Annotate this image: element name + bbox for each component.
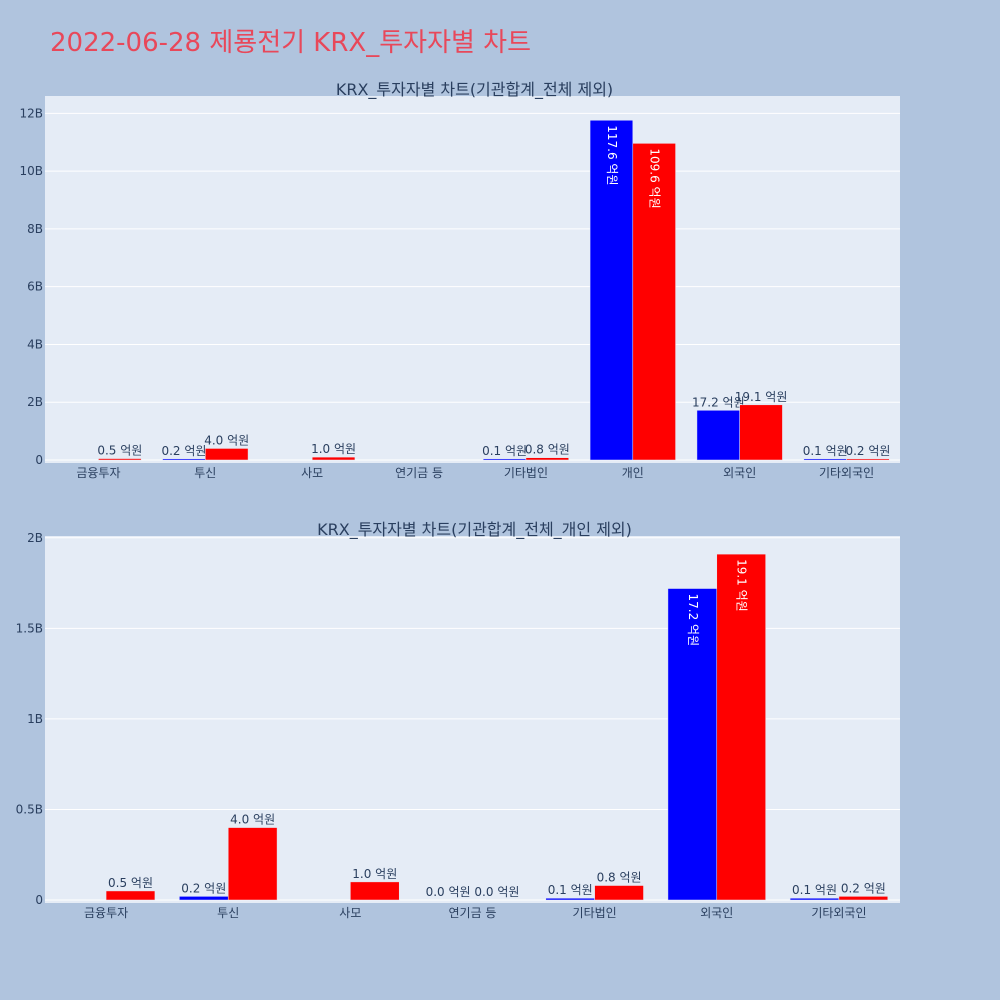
chart-title: KRX_투자자별 차트(기관합계_전체 제외) — [336, 80, 613, 100]
data-label: 17.2 억원 — [692, 395, 745, 409]
y-tick-label: 0.5B — [16, 802, 43, 816]
x-tick-label: 기타법인 — [504, 466, 548, 480]
x-tick-label: 투신 — [217, 906, 239, 920]
bar — [632, 143, 676, 461]
data-label: 0.2 억원 — [841, 881, 886, 895]
data-label: 19.1 억원 — [735, 390, 788, 404]
bar — [350, 881, 400, 901]
data-label: 19.1 억원 — [735, 559, 749, 612]
data-label: 0.1 억원 — [803, 444, 848, 458]
data-label: 17.2 억원 — [686, 594, 700, 647]
x-tick-label: 투신 — [194, 466, 216, 480]
data-label: 0.2 억원 — [161, 444, 206, 458]
bar — [162, 458, 206, 461]
data-label: 1.0 억원 — [352, 867, 397, 881]
data-label: 0.8 억원 — [597, 871, 642, 885]
bar — [838, 896, 889, 901]
x-tick-label: 연기금 등 — [449, 906, 497, 920]
x-tick-label: 사모 — [339, 906, 361, 920]
data-label: 0.1 억원 — [548, 883, 593, 897]
data-label: 0.1 억원 — [482, 444, 527, 458]
chart-bottom: 0 0.5B 1B 1.5B 2B KRX_투자자별 차트(기관합계_전체_개인 제외) 금… — [16, 520, 900, 920]
data-label: 0.2 억원 — [845, 444, 890, 458]
y-tick-label: 10B — [19, 164, 43, 178]
x-tick-label: 연기금 등 — [395, 466, 443, 480]
y-tick-label: 12B — [19, 106, 43, 120]
data-label: 0.5 억원 — [97, 444, 142, 458]
y-tick-label: 1B — [27, 712, 43, 726]
bar — [696, 410, 740, 461]
bar — [594, 885, 644, 901]
x-tick-label: 외국인 — [723, 466, 756, 480]
y-tick-label: 1.5B — [16, 621, 43, 635]
data-label: 4.0 억원 — [204, 433, 249, 447]
x-tick-label: 기타법인 — [573, 906, 617, 920]
x-tick-label: 금융투자 — [76, 466, 120, 480]
bar — [311, 456, 356, 461]
data-label: 4.0 억원 — [230, 813, 275, 827]
y-tick-label: 2B — [27, 531, 43, 545]
chart-top: 0 2B 4B 6B 8B 10B 12B KRX_투자자별 차트(기관합계_전체 제외) 금융… — [19, 80, 900, 480]
x-tick-label: 개인 — [622, 466, 644, 480]
bar — [589, 120, 634, 461]
bar — [179, 896, 229, 901]
bar — [545, 897, 595, 901]
plot-area — [45, 536, 900, 903]
y-tick-label: 6B — [27, 280, 43, 294]
bar — [98, 458, 142, 461]
data-label: 109.6 억원 — [648, 148, 662, 208]
data-label: 1.0 억원 — [311, 442, 356, 456]
data-label: 117.6 억원 — [605, 125, 619, 185]
data-label: 0.5 억원 — [108, 876, 153, 890]
y-tick-label: 8B — [27, 222, 43, 236]
y-tick-label: 4B — [27, 337, 43, 351]
data-label: 0.1 억원 — [792, 883, 837, 897]
data-label: 0.8 억원 — [525, 443, 570, 457]
bar — [227, 827, 278, 901]
y-tick-label: 2B — [27, 395, 43, 409]
x-tick-label: 기타외국인 — [819, 466, 874, 480]
data-label: 0.0 억원 — [426, 885, 471, 899]
bar — [105, 890, 156, 901]
x-tick-label: 기타외국인 — [811, 906, 866, 920]
bar — [205, 448, 249, 461]
x-tick-label: 사모 — [301, 466, 323, 480]
bar — [525, 457, 569, 461]
chart-title: KRX_투자자별 차트(기관합계_전체_개인 제외) — [317, 520, 632, 540]
data-label: 0.2 억원 — [181, 881, 226, 895]
data-label: 0.0 억원 — [474, 885, 519, 899]
bar — [803, 458, 847, 461]
bar — [789, 897, 840, 901]
bar — [846, 458, 890, 461]
x-tick-label: 금융투자 — [84, 906, 128, 920]
bar — [716, 553, 766, 901]
bar — [667, 588, 718, 901]
y-tick-label: 0 — [35, 453, 43, 467]
y-tick-label: 0 — [35, 893, 43, 907]
bar — [739, 404, 783, 461]
page-title: 2022-06-28 제룡전기 KRX_투자자별 차트 — [50, 28, 532, 58]
x-tick-label: 외국인 — [700, 906, 733, 920]
bar — [482, 458, 527, 461]
